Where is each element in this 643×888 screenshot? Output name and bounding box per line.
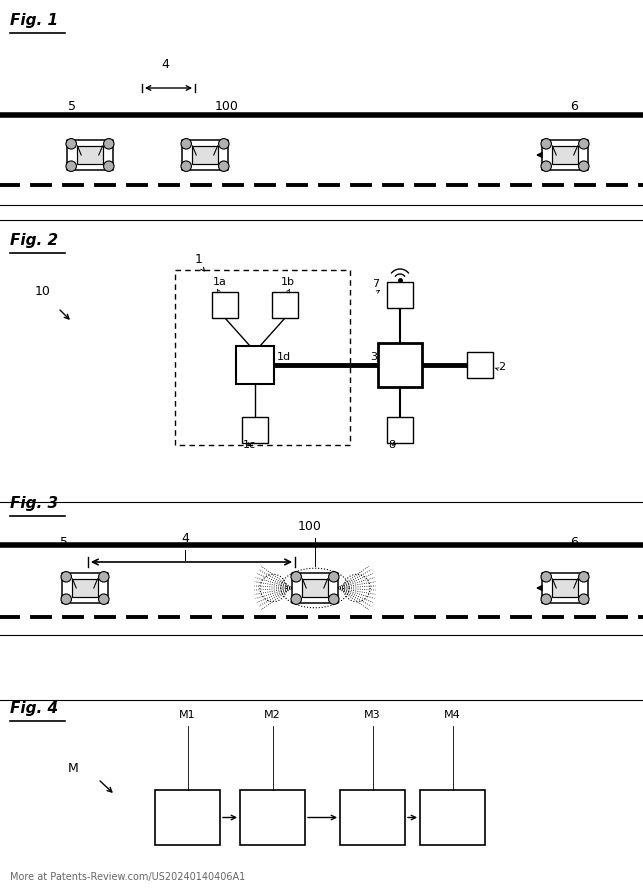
- Bar: [552, 579, 577, 597]
- Bar: [212, 292, 238, 318]
- Circle shape: [579, 139, 589, 149]
- Text: M1: M1: [179, 710, 196, 720]
- Text: Fig. 3: Fig. 3: [10, 496, 58, 511]
- Circle shape: [61, 572, 71, 582]
- Bar: [387, 282, 413, 308]
- Circle shape: [98, 572, 109, 582]
- Text: 10: 10: [35, 285, 51, 298]
- Text: 100: 100: [298, 520, 322, 533]
- Text: 8: 8: [388, 440, 395, 450]
- Bar: [240, 790, 305, 845]
- Text: 2: 2: [498, 362, 505, 372]
- Circle shape: [579, 594, 589, 605]
- Circle shape: [329, 572, 339, 582]
- Bar: [182, 139, 228, 170]
- Text: Fig. 1: Fig. 1: [10, 13, 58, 28]
- Text: More at Patents-Review.com/US20240140406A1: More at Patents-Review.com/US20240140406…: [10, 872, 245, 882]
- Bar: [552, 146, 577, 164]
- Circle shape: [104, 139, 114, 149]
- Bar: [77, 146, 102, 164]
- Bar: [387, 417, 413, 443]
- Bar: [73, 579, 98, 597]
- Text: 5: 5: [60, 536, 68, 549]
- Circle shape: [98, 594, 109, 605]
- Circle shape: [61, 594, 71, 605]
- Bar: [467, 352, 493, 378]
- Bar: [272, 292, 298, 318]
- Bar: [292, 573, 338, 603]
- Circle shape: [541, 594, 552, 605]
- Text: 5: 5: [68, 100, 76, 113]
- Circle shape: [66, 161, 77, 171]
- Text: 6: 6: [570, 100, 578, 113]
- Circle shape: [181, 139, 192, 149]
- Text: 1d: 1d: [277, 352, 291, 362]
- Text: M: M: [68, 762, 78, 775]
- Bar: [302, 579, 327, 597]
- Text: M2: M2: [264, 710, 281, 720]
- Text: 6: 6: [570, 536, 578, 549]
- Circle shape: [541, 572, 552, 582]
- Circle shape: [219, 161, 229, 171]
- Circle shape: [541, 161, 552, 171]
- Bar: [192, 146, 217, 164]
- Bar: [542, 139, 588, 170]
- Bar: [155, 790, 220, 845]
- Bar: [68, 139, 113, 170]
- Bar: [175, 270, 350, 445]
- Text: 4: 4: [181, 532, 189, 545]
- Text: Fig. 2: Fig. 2: [10, 233, 58, 248]
- Text: M4: M4: [444, 710, 461, 720]
- Bar: [420, 790, 485, 845]
- Circle shape: [579, 572, 589, 582]
- Circle shape: [181, 161, 192, 171]
- Bar: [62, 573, 108, 603]
- Circle shape: [219, 139, 229, 149]
- Circle shape: [104, 161, 114, 171]
- Circle shape: [291, 572, 302, 582]
- Circle shape: [291, 594, 302, 605]
- Bar: [378, 343, 422, 387]
- Text: 1c: 1c: [243, 440, 256, 450]
- Bar: [340, 790, 405, 845]
- Text: 1a: 1a: [213, 277, 227, 287]
- Text: M3: M3: [364, 710, 381, 720]
- Text: 1: 1: [195, 253, 203, 266]
- Text: 100: 100: [215, 100, 239, 113]
- Circle shape: [541, 139, 552, 149]
- Bar: [236, 346, 274, 384]
- Bar: [242, 417, 268, 443]
- Text: 7: 7: [372, 279, 379, 289]
- Text: 3: 3: [370, 352, 377, 362]
- Text: 4: 4: [161, 58, 169, 71]
- Text: Fig. 4: Fig. 4: [10, 701, 58, 716]
- Circle shape: [66, 139, 77, 149]
- Bar: [542, 573, 588, 603]
- Circle shape: [579, 161, 589, 171]
- Circle shape: [329, 594, 339, 605]
- Text: 1b: 1b: [281, 277, 295, 287]
